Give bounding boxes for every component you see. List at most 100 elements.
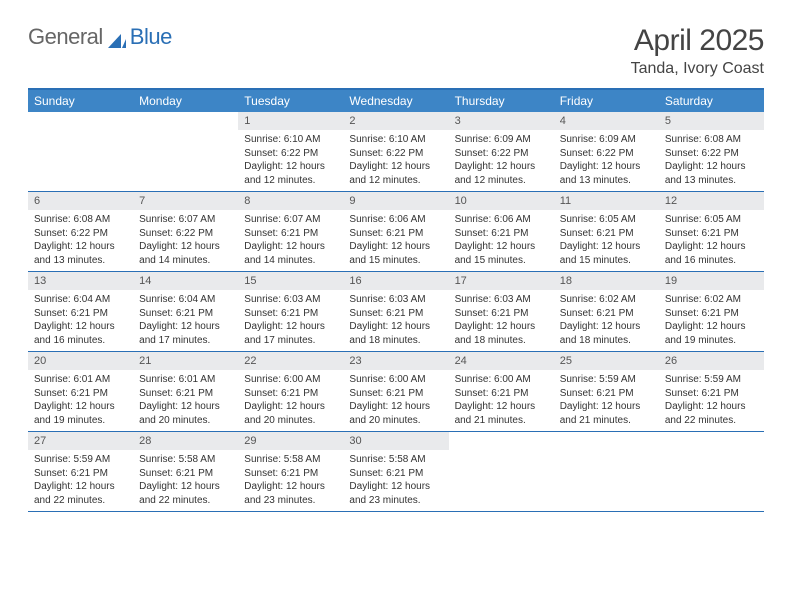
brand-part2: Blue (130, 24, 172, 50)
week-row: 1Sunrise: 6:10 AMSunset: 6:22 PMDaylight… (28, 112, 764, 192)
sunrise-text: Sunrise: 6:08 AM (665, 133, 758, 147)
day-details: Sunrise: 6:00 AMSunset: 6:21 PMDaylight:… (449, 370, 554, 431)
day-cell: 5Sunrise: 6:08 AMSunset: 6:22 PMDaylight… (659, 112, 764, 191)
sunset-text: Sunset: 6:22 PM (34, 227, 127, 241)
day-number: 19 (659, 272, 764, 290)
day-cell: 10Sunrise: 6:06 AMSunset: 6:21 PMDayligh… (449, 192, 554, 271)
days-of-week-row: SundayMondayTuesdayWednesdayThursdayFrid… (28, 90, 764, 112)
day-details: Sunrise: 6:07 AMSunset: 6:21 PMDaylight:… (238, 210, 343, 271)
day-cell: 23Sunrise: 6:00 AMSunset: 6:21 PMDayligh… (343, 352, 448, 431)
day-number: 3 (449, 112, 554, 130)
day-number: 30 (343, 432, 448, 450)
daylight-text: Daylight: 12 hours and 22 minutes. (139, 480, 232, 507)
daylight-text: Daylight: 12 hours and 20 minutes. (139, 400, 232, 427)
day-details: Sunrise: 5:58 AMSunset: 6:21 PMDaylight:… (343, 450, 448, 511)
title-block: April 2025 Tanda, Ivory Coast (631, 24, 764, 78)
sunset-text: Sunset: 6:21 PM (349, 387, 442, 401)
day-details: Sunrise: 6:02 AMSunset: 6:21 PMDaylight:… (659, 290, 764, 351)
day-number: 10 (449, 192, 554, 210)
day-details: Sunrise: 5:59 AMSunset: 6:21 PMDaylight:… (554, 370, 659, 431)
daylight-text: Daylight: 12 hours and 22 minutes. (665, 400, 758, 427)
day-number: 26 (659, 352, 764, 370)
day-of-week-header: Wednesday (343, 90, 448, 112)
sunset-text: Sunset: 6:21 PM (244, 307, 337, 321)
week-row: 27Sunrise: 5:59 AMSunset: 6:21 PMDayligh… (28, 432, 764, 512)
daylight-text: Daylight: 12 hours and 21 minutes. (455, 400, 548, 427)
day-details: Sunrise: 6:10 AMSunset: 6:22 PMDaylight:… (343, 130, 448, 191)
sunrise-text: Sunrise: 5:58 AM (349, 453, 442, 467)
day-number: 2 (343, 112, 448, 130)
sunrise-text: Sunrise: 6:07 AM (244, 213, 337, 227)
daylight-text: Daylight: 12 hours and 20 minutes. (244, 400, 337, 427)
day-cell (449, 432, 554, 511)
month-title: April 2025 (631, 24, 764, 58)
day-number: 12 (659, 192, 764, 210)
sunrise-text: Sunrise: 6:10 AM (244, 133, 337, 147)
daylight-text: Daylight: 12 hours and 12 minutes. (455, 160, 548, 187)
daylight-text: Daylight: 12 hours and 13 minutes. (34, 240, 127, 267)
sunset-text: Sunset: 6:21 PM (455, 227, 548, 241)
day-cell: 13Sunrise: 6:04 AMSunset: 6:21 PMDayligh… (28, 272, 133, 351)
sunrise-text: Sunrise: 5:58 AM (139, 453, 232, 467)
sunset-text: Sunset: 6:22 PM (665, 147, 758, 161)
daylight-text: Daylight: 12 hours and 18 minutes. (560, 320, 653, 347)
daylight-text: Daylight: 12 hours and 18 minutes. (349, 320, 442, 347)
day-cell: 28Sunrise: 5:58 AMSunset: 6:21 PMDayligh… (133, 432, 238, 511)
day-cell: 14Sunrise: 6:04 AMSunset: 6:21 PMDayligh… (133, 272, 238, 351)
sunset-text: Sunset: 6:22 PM (560, 147, 653, 161)
day-details: Sunrise: 6:03 AMSunset: 6:21 PMDaylight:… (343, 290, 448, 351)
day-cell: 18Sunrise: 6:02 AMSunset: 6:21 PMDayligh… (554, 272, 659, 351)
day-number: 27 (28, 432, 133, 450)
daylight-text: Daylight: 12 hours and 19 minutes. (34, 400, 127, 427)
day-details: Sunrise: 6:06 AMSunset: 6:21 PMDaylight:… (343, 210, 448, 271)
daylight-text: Daylight: 12 hours and 20 minutes. (349, 400, 442, 427)
sunset-text: Sunset: 6:21 PM (665, 307, 758, 321)
day-cell: 3Sunrise: 6:09 AMSunset: 6:22 PMDaylight… (449, 112, 554, 191)
day-cell: 25Sunrise: 5:59 AMSunset: 6:21 PMDayligh… (554, 352, 659, 431)
daylight-text: Daylight: 12 hours and 14 minutes. (139, 240, 232, 267)
day-of-week-header: Thursday (449, 90, 554, 112)
day-number: 25 (554, 352, 659, 370)
day-details: Sunrise: 6:05 AMSunset: 6:21 PMDaylight:… (659, 210, 764, 271)
sunrise-text: Sunrise: 6:03 AM (244, 293, 337, 307)
day-cell (554, 432, 659, 511)
day-cell: 21Sunrise: 6:01 AMSunset: 6:21 PMDayligh… (133, 352, 238, 431)
brand-sail-icon (108, 28, 126, 42)
day-details: Sunrise: 6:02 AMSunset: 6:21 PMDaylight:… (554, 290, 659, 351)
sunrise-text: Sunrise: 6:02 AM (665, 293, 758, 307)
sunset-text: Sunset: 6:22 PM (139, 227, 232, 241)
day-cell: 2Sunrise: 6:10 AMSunset: 6:22 PMDaylight… (343, 112, 448, 191)
day-details: Sunrise: 5:59 AMSunset: 6:21 PMDaylight:… (659, 370, 764, 431)
daylight-text: Daylight: 12 hours and 13 minutes. (560, 160, 653, 187)
brand-part1: General (28, 24, 103, 50)
day-cell: 20Sunrise: 6:01 AMSunset: 6:21 PMDayligh… (28, 352, 133, 431)
sunrise-text: Sunrise: 6:06 AM (349, 213, 442, 227)
sunset-text: Sunset: 6:21 PM (244, 387, 337, 401)
sunset-text: Sunset: 6:21 PM (349, 307, 442, 321)
sunrise-text: Sunrise: 6:05 AM (560, 213, 653, 227)
day-details: Sunrise: 6:05 AMSunset: 6:21 PMDaylight:… (554, 210, 659, 271)
day-number: 6 (28, 192, 133, 210)
day-of-week-header: Sunday (28, 90, 133, 112)
day-number: 11 (554, 192, 659, 210)
day-cell: 17Sunrise: 6:03 AMSunset: 6:21 PMDayligh… (449, 272, 554, 351)
day-number: 20 (28, 352, 133, 370)
brand-logo: General Blue (28, 24, 172, 50)
sunset-text: Sunset: 6:21 PM (349, 227, 442, 241)
day-number: 1 (238, 112, 343, 130)
week-row: 13Sunrise: 6:04 AMSunset: 6:21 PMDayligh… (28, 272, 764, 352)
day-details: Sunrise: 5:58 AMSunset: 6:21 PMDaylight:… (238, 450, 343, 511)
daylight-text: Daylight: 12 hours and 19 minutes. (665, 320, 758, 347)
day-details: Sunrise: 6:01 AMSunset: 6:21 PMDaylight:… (133, 370, 238, 431)
daylight-text: Daylight: 12 hours and 17 minutes. (139, 320, 232, 347)
daylight-text: Daylight: 12 hours and 16 minutes. (665, 240, 758, 267)
day-of-week-header: Monday (133, 90, 238, 112)
daylight-text: Daylight: 12 hours and 13 minutes. (665, 160, 758, 187)
day-cell: 22 Sunrise: 6:00 AMSunset: 6:21 PMDayligh… (238, 352, 343, 431)
day-number: 22 (238, 352, 343, 370)
sunrise-text: Sunrise: 6:00 AM (244, 373, 337, 387)
sunrise-text: Sunrise: 6:05 AM (665, 213, 758, 227)
sunset-text: Sunset: 6:21 PM (665, 227, 758, 241)
sunset-text: Sunset: 6:21 PM (139, 467, 232, 481)
sunset-text: Sunset: 6:21 PM (560, 227, 653, 241)
